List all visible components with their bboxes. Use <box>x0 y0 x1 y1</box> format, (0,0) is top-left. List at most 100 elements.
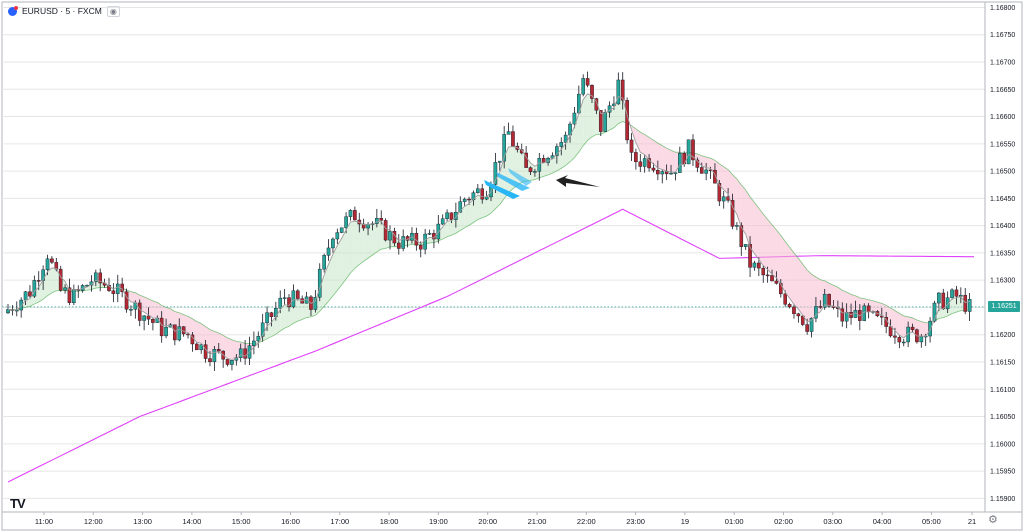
candle-body <box>779 283 783 295</box>
candle-body <box>893 335 897 338</box>
candle-body <box>585 78 590 86</box>
time-tick-label: 02:00 <box>774 517 793 526</box>
candle-body <box>98 272 103 284</box>
time-tick-label: 03:00 <box>823 517 842 526</box>
band-segment <box>772 224 777 278</box>
candle-body <box>173 324 177 341</box>
band-segment <box>671 150 676 173</box>
candle-body <box>959 294 963 297</box>
band-segment <box>890 308 895 331</box>
candle-body <box>594 98 599 111</box>
candle-body <box>36 280 41 282</box>
band-segment <box>723 166 729 194</box>
band-segment <box>894 310 900 336</box>
candle-body <box>454 211 458 220</box>
band-segment <box>842 290 847 313</box>
candle-body <box>954 289 959 297</box>
candle-body <box>524 152 528 168</box>
time-tick-label: 15:00 <box>232 517 251 526</box>
candle-body <box>58 268 63 291</box>
candle-body <box>335 232 340 240</box>
band-segment <box>284 304 290 329</box>
band-segment <box>552 153 557 174</box>
candle-body <box>260 322 265 337</box>
candle-body <box>361 223 366 229</box>
candle-body <box>761 267 766 276</box>
band-segment <box>262 326 268 342</box>
candle-body <box>669 172 673 175</box>
price-tick-label: 1.16450 <box>990 196 1015 203</box>
candle-body <box>353 210 357 221</box>
band-segment <box>87 284 92 291</box>
band-segment <box>376 221 382 252</box>
candle-body <box>642 158 647 167</box>
candle-body <box>418 244 423 250</box>
symbol-header[interactable]: EURUSD · 5 · FXCM ◉ <box>8 4 120 18</box>
candle-body <box>695 159 700 168</box>
candle-body <box>445 212 449 219</box>
band-segment <box>328 254 333 302</box>
candle-body <box>787 304 792 308</box>
candle-body <box>111 290 116 294</box>
band-segment <box>231 339 237 360</box>
candle-body <box>278 297 283 309</box>
band-segment <box>512 146 518 189</box>
candle-body <box>559 142 564 147</box>
candle-body <box>480 188 485 200</box>
symbol-title[interactable]: EURUSD · 5 · FXCM <box>22 6 102 16</box>
band-segment <box>846 292 852 315</box>
slow-ema-line <box>7 121 970 345</box>
band-segment <box>640 132 645 155</box>
candle-body <box>563 134 568 143</box>
gear-icon[interactable]: ⚙ <box>988 514 998 526</box>
candle-body <box>467 198 471 201</box>
candle-body <box>638 161 643 167</box>
band-segment <box>227 337 232 360</box>
band-segment <box>482 196 487 218</box>
candle-body <box>704 169 708 174</box>
candle-body <box>739 225 744 247</box>
candle-body <box>146 315 151 320</box>
candle-body <box>348 210 353 217</box>
band-segment <box>873 300 878 314</box>
band-segment <box>91 280 96 290</box>
blue-arrow-shape <box>484 180 520 199</box>
band-segment <box>754 202 759 260</box>
time-tick-label: 12:00 <box>84 517 103 526</box>
candle-body <box>691 139 695 161</box>
band-segment <box>337 238 342 291</box>
time-tick-label: 05:00 <box>922 517 941 526</box>
tradingview-logo[interactable]: TV <box>10 496 26 511</box>
candle-body <box>748 244 752 268</box>
candle-body <box>818 306 823 308</box>
candle-body <box>41 269 45 281</box>
candle-body <box>735 225 739 227</box>
band-segment <box>837 287 843 313</box>
band-segment <box>952 297 957 314</box>
band-segment <box>644 134 650 161</box>
candle-body <box>897 337 902 343</box>
candle-body <box>555 146 559 156</box>
candle-body <box>796 313 801 317</box>
candle-body <box>252 340 256 346</box>
price-tick-label: 1.16300 <box>990 278 1015 285</box>
price-tick-label: 1.16400 <box>990 223 1015 230</box>
band-segment <box>530 162 535 181</box>
candle-body <box>137 302 142 321</box>
price-tick-label: 1.16150 <box>990 360 1015 367</box>
candle-body <box>265 312 269 324</box>
long-ma-line <box>7 208 975 483</box>
price-axis[interactable]: 1.16800 1.16750 1.16700 1.16650 1.16600 1.165… <box>990 5 1015 503</box>
annotation-arrows <box>484 168 600 199</box>
band-segment <box>267 322 272 339</box>
band-segment <box>166 307 171 326</box>
candle-body <box>159 317 164 337</box>
eye-icon[interactable]: ◉ <box>106 5 120 17</box>
candle-body <box>28 291 32 297</box>
band-segment <box>196 321 202 344</box>
time-axis[interactable]: 11:00 12:00 13:00 14:00 15:00 16:00 17:00 18:00… <box>35 512 976 526</box>
time-tick-label: 20:00 <box>478 517 497 526</box>
price-tick-label: 1.16350 <box>990 250 1015 257</box>
band-segment <box>649 137 654 165</box>
